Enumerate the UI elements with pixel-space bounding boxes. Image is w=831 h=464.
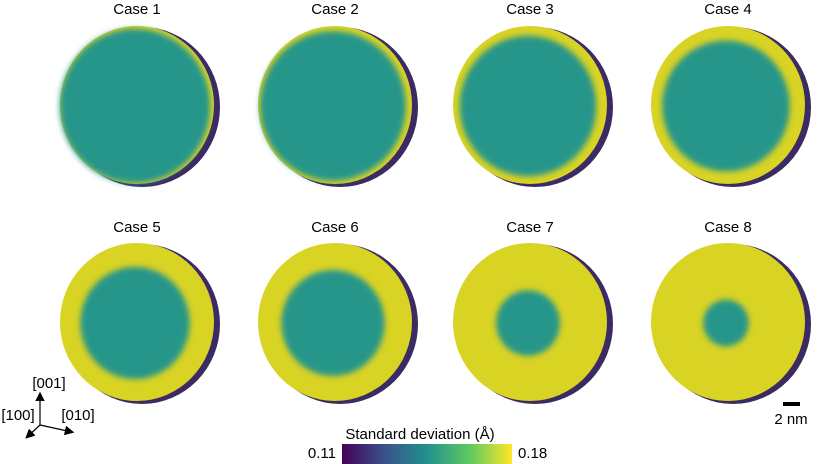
- scale-bar-label: 2 nm: [774, 411, 807, 428]
- panel-title: Case 7: [506, 219, 554, 236]
- axis-label: [001]: [32, 375, 65, 392]
- axis-label: [100]: [1, 407, 34, 424]
- panel-title: Case 4: [704, 1, 752, 18]
- axis-arrow: [39, 424, 75, 436]
- panel: Case 7: [453, 219, 613, 404]
- colorbar-label: Standard deviation (Å): [345, 426, 494, 443]
- orientation-triad: [001] [100] [010]: [1, 375, 95, 439]
- disk-core: [80, 266, 190, 380]
- disk-core: [59, 28, 211, 184]
- panel: Case 2: [258, 1, 418, 187]
- panel-title: Case 6: [311, 219, 359, 236]
- axis-label: [010]: [61, 407, 94, 424]
- disk-core: [281, 269, 385, 377]
- panel-title: Case 3: [506, 1, 554, 18]
- panels: Case 1 Case 2 Case 3 Case 4 Case 5 Case 6 Case…: [59, 1, 811, 404]
- axis-arrow: [25, 424, 41, 439]
- panel-title: Case 2: [311, 1, 359, 18]
- disk-core: [459, 35, 597, 177]
- disk-core: [662, 40, 790, 172]
- panel-title: Case 8: [704, 219, 752, 236]
- disk-core: [260, 31, 406, 181]
- panel: Case 6: [258, 219, 418, 404]
- panel: Case 5: [60, 219, 220, 404]
- panel: Case 4: [651, 1, 811, 187]
- panel-title: Case 5: [113, 219, 161, 236]
- colorbar-max: 0.18: [518, 445, 547, 462]
- panel-title: Case 1: [113, 1, 161, 18]
- panel: Case 1: [59, 1, 220, 187]
- disk-core: [703, 299, 749, 347]
- colorbar-min: 0.11: [308, 445, 336, 462]
- panel: Case 3: [453, 1, 613, 187]
- disk-core: [496, 290, 560, 356]
- colorbar: [342, 444, 512, 464]
- panel: Case 8: [651, 219, 811, 404]
- scale-bar: [783, 402, 800, 406]
